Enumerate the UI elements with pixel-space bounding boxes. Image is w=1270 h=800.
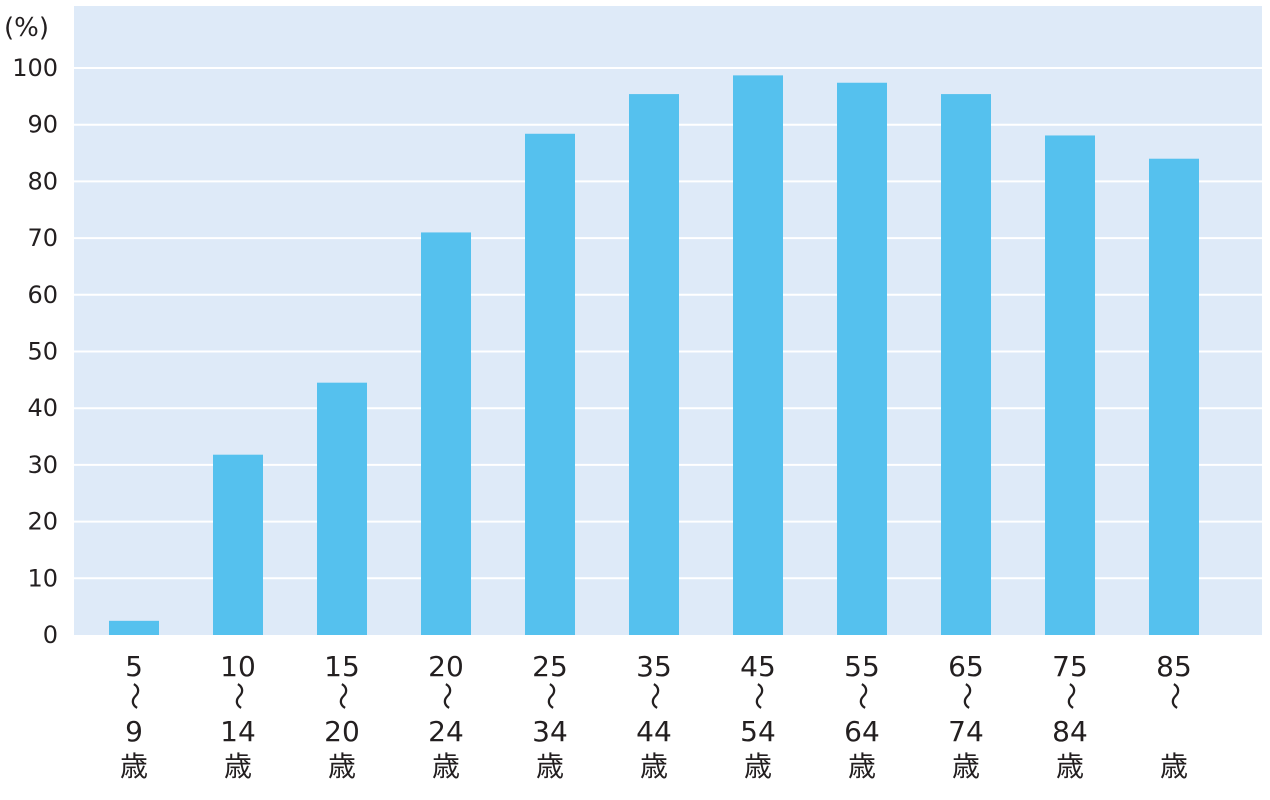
x-label-mid: 〜 (846, 682, 879, 710)
y-tick-label: 10 (27, 564, 58, 592)
x-label-unit: 歳 (120, 750, 148, 783)
y-tick-label: 50 (27, 338, 58, 366)
x-label-top: 35 (636, 650, 672, 683)
x-label-bottom: 64 (844, 715, 880, 748)
x-label-unit: 歳 (536, 750, 564, 783)
y-tick-label: 30 (27, 451, 58, 479)
x-label-bottom: 9 (125, 715, 143, 748)
x-category-label: 35〜 44歳 (636, 650, 672, 783)
x-category-label: 20〜 24歳 (428, 650, 464, 783)
x-label-top: 15 (324, 650, 360, 683)
x-label-mid: 〜 (950, 682, 983, 710)
y-tick-label: 70 (27, 224, 58, 252)
bar (1149, 158, 1199, 635)
x-label-mid: 〜 (1158, 682, 1191, 710)
x-label-top: 25 (532, 650, 568, 683)
x-label-unit: 歳 (328, 750, 356, 783)
bar (941, 94, 991, 635)
bar (629, 94, 679, 635)
bars (109, 75, 1199, 636)
x-label-bottom: 84 (1052, 715, 1088, 748)
x-category-label: 10〜 14歳 (220, 650, 256, 783)
x-category-label: 75〜 84歳 (1052, 650, 1088, 783)
x-label-top: 75 (1052, 650, 1088, 683)
y-tick-label: 20 (27, 508, 58, 536)
y-tick-label: 90 (27, 111, 58, 139)
x-label-bottom: 74 (948, 715, 984, 748)
x-label-unit: 歳 (432, 750, 460, 783)
x-category-label: 25〜 34歳 (532, 650, 568, 783)
x-label-mid: 〜 (222, 682, 255, 710)
x-label-bottom: 14 (220, 715, 256, 748)
y-tick-label: 0 (43, 621, 58, 649)
x-label-bottom: 34 (532, 715, 568, 748)
x-label-bottom: 20 (324, 715, 360, 748)
bar (109, 620, 159, 635)
x-label-mid: 〜 (534, 682, 567, 710)
y-axis-ticks: 0 10 20 30 40 50 60 70 80 90 100 (12, 54, 58, 649)
x-axis-labels: 5〜9歳10〜14歳15〜20歳20〜24歳25〜34歳35〜44歳45〜54歳… (118, 650, 1192, 783)
y-tick-label: 60 (27, 281, 58, 309)
x-label-unit: 歳 (744, 750, 772, 783)
x-label-top: 45 (740, 650, 776, 683)
x-label-top: 55 (844, 650, 880, 683)
x-label-unit: 歳 (1056, 750, 1084, 783)
x-label-mid: 〜 (118, 682, 151, 710)
x-label-mid: 〜 (1054, 682, 1087, 710)
x-category-label: 65〜 74歳 (948, 650, 984, 783)
x-label-bottom: 44 (636, 715, 672, 748)
x-category-label: 45〜 54歳 (740, 650, 776, 783)
x-label-top: 5 (125, 650, 143, 683)
bar (525, 133, 575, 635)
x-label-mid: 〜 (430, 682, 463, 710)
x-label-mid: 〜 (638, 682, 671, 710)
x-label-bottom: 54 (740, 715, 776, 748)
x-label-unit: 歳 (952, 750, 980, 783)
y-tick-label: 80 (27, 167, 58, 195)
x-label-unit: 歳 (1160, 750, 1188, 783)
x-label-mid: 〜 (326, 682, 359, 710)
x-category-label: 55〜 64歳 (844, 650, 880, 783)
y-tick-label: 40 (27, 394, 58, 422)
x-category-label: 15〜 20歳 (324, 650, 360, 783)
x-label-top: 85 (1156, 650, 1192, 683)
bar (421, 232, 471, 635)
x-label-unit: 歳 (224, 750, 252, 783)
bar (837, 82, 887, 635)
bar (317, 382, 367, 635)
x-label-unit: 歳 (640, 750, 668, 783)
bar (733, 75, 783, 636)
x-label-mid: 〜 (742, 682, 775, 710)
x-category-label: 85〜歳 (1156, 650, 1192, 783)
x-label-top: 65 (948, 650, 984, 683)
x-label-top: 20 (428, 650, 464, 683)
y-axis-unit-label: (%) (4, 13, 49, 43)
x-label-bottom: 24 (428, 715, 464, 748)
bar (213, 454, 263, 635)
x-category-label: 5〜 9歳 (118, 650, 151, 783)
x-label-top: 10 (220, 650, 256, 683)
x-label-unit: 歳 (848, 750, 876, 783)
y-tick-label: 100 (12, 54, 58, 82)
bar (1045, 135, 1095, 635)
